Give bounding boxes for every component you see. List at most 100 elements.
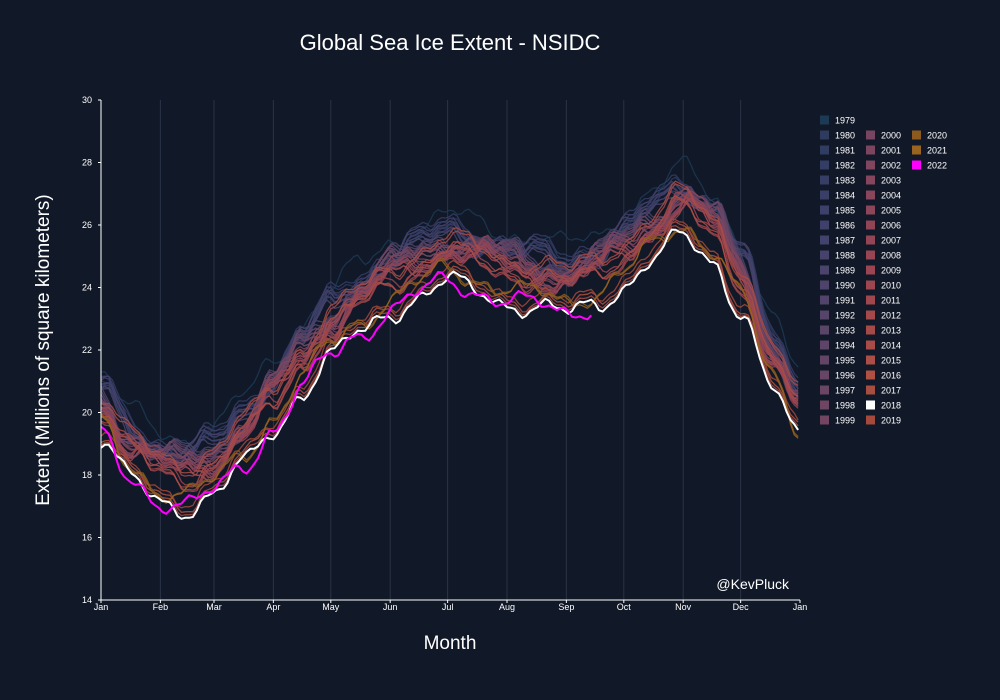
legend-item-1982[interactable]: 1982 <box>820 160 855 171</box>
legend-item-2007[interactable]: 2007 <box>866 235 901 246</box>
legend-item-1987[interactable]: 1987 <box>820 235 855 246</box>
legend-item-2017[interactable]: 2017 <box>866 385 901 396</box>
legend-item-1998[interactable]: 1998 <box>820 400 855 411</box>
legend-swatch <box>866 160 875 170</box>
legend-item-1993[interactable]: 1993 <box>820 325 855 336</box>
legend-item-1991[interactable]: 1991 <box>820 295 855 306</box>
legend-label: 2021 <box>927 146 947 156</box>
legend-item-1988[interactable]: 1988 <box>820 250 855 261</box>
legend-item-2014[interactable]: 2014 <box>866 340 901 351</box>
y-tick-label: 26 <box>82 220 92 230</box>
series-line-2021 <box>100 227 799 505</box>
legend-swatch <box>820 415 829 425</box>
legend-item-2013[interactable]: 2013 <box>866 325 901 336</box>
legend-item-1980[interactable]: 1980 <box>820 130 855 141</box>
legend-swatch <box>820 265 829 275</box>
legend-item-2015[interactable]: 2015 <box>866 355 901 366</box>
legend-label: 2022 <box>927 161 947 171</box>
legend-item-2020[interactable]: 2020 <box>912 130 947 141</box>
legend-item-2011[interactable]: 2011 <box>866 295 900 306</box>
legend-swatch <box>820 130 829 140</box>
legend-swatch <box>866 265 875 275</box>
legend-label: 1987 <box>835 236 855 246</box>
legend-swatch <box>866 310 875 320</box>
legend-swatch <box>866 145 875 155</box>
legend-item-2002[interactable]: 2002 <box>866 160 901 171</box>
legend-label: 2017 <box>881 386 901 396</box>
x-tick-label: Feb <box>153 602 169 612</box>
legend-item-2022[interactable]: 2022 <box>912 160 947 171</box>
legend-label: 2012 <box>881 311 901 321</box>
legend-item-1997[interactable]: 1997 <box>820 385 855 396</box>
legend-item-1989[interactable]: 1989 <box>820 265 855 276</box>
legend-item-2004[interactable]: 2004 <box>866 190 901 201</box>
legend-item-1981[interactable]: 1981 <box>820 145 855 156</box>
legend-item-1984[interactable]: 1984 <box>820 190 855 201</box>
y-tick-label: 20 <box>82 408 92 418</box>
legend-swatch <box>866 220 875 230</box>
legend-swatch <box>912 130 921 140</box>
legend-swatch <box>866 385 875 395</box>
legend-item-1979[interactable]: 1979 <box>820 115 855 126</box>
legend-item-1999[interactable]: 1999 <box>820 415 855 426</box>
chart-title: Global Sea Ice Extent - NSIDC <box>300 30 601 55</box>
legend-item-2010[interactable]: 2010 <box>866 280 901 291</box>
legend-item-1986[interactable]: 1986 <box>820 220 855 231</box>
legend-swatch <box>820 310 829 320</box>
legend-item-2001[interactable]: 2001 <box>866 145 901 156</box>
y-tick-label: 18 <box>82 470 92 480</box>
legend-item-2009[interactable]: 2009 <box>866 265 901 276</box>
legend-label: 1993 <box>835 326 855 336</box>
legend-swatch <box>820 175 829 185</box>
legend-item-2000[interactable]: 2000 <box>866 130 901 141</box>
legend-item-2008[interactable]: 2008 <box>866 250 901 261</box>
legend-swatch <box>866 205 875 215</box>
legend-swatch <box>866 235 875 245</box>
legend-swatch <box>820 295 829 305</box>
legend-item-1992[interactable]: 1992 <box>820 310 855 321</box>
series-line-2018 <box>100 228 799 520</box>
legend-swatch <box>866 400 875 410</box>
legend-label: 1979 <box>835 116 855 126</box>
x-tick-label: Jan <box>94 602 109 612</box>
legend-item-1990[interactable]: 1990 <box>820 280 855 291</box>
legend-item-1995[interactable]: 1995 <box>820 355 855 366</box>
legend-item-2016[interactable]: 2016 <box>866 370 901 381</box>
legend-swatch <box>866 130 875 140</box>
series-line-2012 <box>100 196 799 491</box>
x-tick-label: Mar <box>206 602 222 612</box>
legend-swatch <box>912 160 921 170</box>
legend-swatch <box>820 220 829 230</box>
legend-item-1994[interactable]: 1994 <box>820 340 855 351</box>
legend-item-2018[interactable]: 2018 <box>866 400 901 411</box>
legend-item-2003[interactable]: 2003 <box>866 175 901 186</box>
x-tick-label: Dec <box>733 602 750 612</box>
legend-item-2019[interactable]: 2019 <box>866 415 901 426</box>
legend-item-2006[interactable]: 2006 <box>866 220 901 231</box>
x-axis-title: Month <box>424 633 477 654</box>
legend-item-2012[interactable]: 2012 <box>866 310 901 321</box>
legend-item-1996[interactable]: 1996 <box>820 370 855 381</box>
legend-item-2021[interactable]: 2021 <box>912 145 947 156</box>
legend-label: 1998 <box>835 401 855 411</box>
legend-swatch <box>866 280 875 290</box>
legend-swatch <box>866 355 875 365</box>
series-line-2019 <box>100 218 799 509</box>
legend-label: 2019 <box>881 416 901 426</box>
x-tick-label: Jun <box>383 602 398 612</box>
legend-label: 2007 <box>881 236 901 246</box>
legend-item-1985[interactable]: 1985 <box>820 205 855 216</box>
legend-label: 1989 <box>835 266 855 276</box>
series-line-2011 <box>100 198 799 493</box>
legend-swatch <box>820 325 829 335</box>
legend-item-2005[interactable]: 2005 <box>866 205 901 216</box>
legend-item-1983[interactable]: 1983 <box>820 175 855 186</box>
series-line-2014 <box>100 180 799 474</box>
series-line-1982 <box>100 174 799 455</box>
legend[interactable]: 1979 1980 1981 1982 1983 1984 1985 1986 1987 1988… <box>820 115 947 426</box>
legend-swatch <box>866 295 875 305</box>
legend-swatch <box>820 370 829 380</box>
series-line-2015 <box>100 195 799 488</box>
